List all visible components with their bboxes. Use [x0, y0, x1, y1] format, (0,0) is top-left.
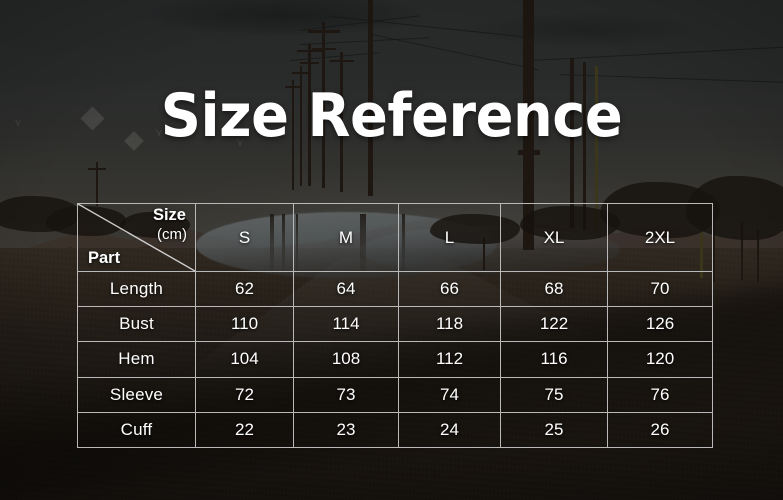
cell-hem-m: 108: [293, 341, 399, 378]
table-row: Cuff 22 23 24 25 26: [77, 411, 713, 449]
cell-bust-m: 114: [293, 306, 399, 343]
size-header-xl: XL: [500, 203, 608, 272]
cell-sleeve-s: 72: [195, 376, 294, 413]
cell-sleeve-l: 74: [398, 376, 501, 413]
corner-unit-label: (cm): [157, 226, 187, 243]
size-header-l: L: [398, 203, 501, 272]
cell-bust-l: 118: [398, 306, 501, 343]
cell-bust-xl: 122: [500, 306, 608, 343]
size-header-m: M: [293, 203, 399, 272]
size-header-s: S: [195, 203, 294, 272]
cell-hem-l: 112: [398, 341, 501, 378]
table-row: Bust 110 114 118 122 126: [77, 306, 713, 343]
row-label-length: Length: [77, 270, 196, 308]
table-header-row: Size (cm) Part S M L XL 2XL: [77, 203, 713, 272]
cell-length-2xl: 70: [607, 270, 713, 308]
cell-cuff-l: 24: [398, 411, 501, 449]
cell-sleeve-2xl: 76: [607, 376, 713, 413]
cell-length-l: 66: [398, 270, 501, 308]
cell-length-m: 64: [293, 270, 399, 308]
cell-length-s: 62: [195, 270, 294, 308]
cell-hem-2xl: 120: [607, 341, 713, 378]
page-title: Size Reference: [160, 81, 623, 151]
table-row: Sleeve 72 73 74 75 76: [77, 376, 713, 413]
row-label-bust: Bust: [77, 306, 196, 343]
table-row: Hem 104 108 112 116 120: [77, 341, 713, 378]
cell-hem-xl: 116: [500, 341, 608, 378]
cell-hem-s: 104: [195, 341, 294, 378]
cell-cuff-xl: 25: [500, 411, 608, 449]
size-table-container: Size (cm) Part S M L XL 2XL Length 62 64: [77, 203, 713, 449]
cell-cuff-2xl: 26: [607, 411, 713, 449]
row-label-cuff: Cuff: [77, 411, 196, 449]
size-reference-table: Size (cm) Part S M L XL 2XL Length 62 64: [77, 203, 713, 449]
cell-length-xl: 68: [500, 270, 608, 308]
size-header-2xl: 2XL: [607, 203, 713, 272]
corner-header-cell: Size (cm) Part: [77, 203, 196, 272]
cell-bust-s: 110: [195, 306, 294, 343]
cell-bust-2xl: 126: [607, 306, 713, 343]
cell-cuff-s: 22: [195, 411, 294, 449]
diagonal-divider-icon: [78, 204, 195, 271]
corner-size-label: Size: [152, 206, 186, 224]
cell-sleeve-xl: 75: [500, 376, 608, 413]
row-label-sleeve: Sleeve: [77, 376, 196, 413]
row-label-hem: Hem: [77, 341, 196, 378]
corner-part-label: Part: [88, 249, 121, 267]
cell-cuff-m: 23: [293, 411, 399, 449]
table-row: Length 62 64 66 68 70: [77, 270, 713, 308]
cell-sleeve-m: 73: [293, 376, 399, 413]
